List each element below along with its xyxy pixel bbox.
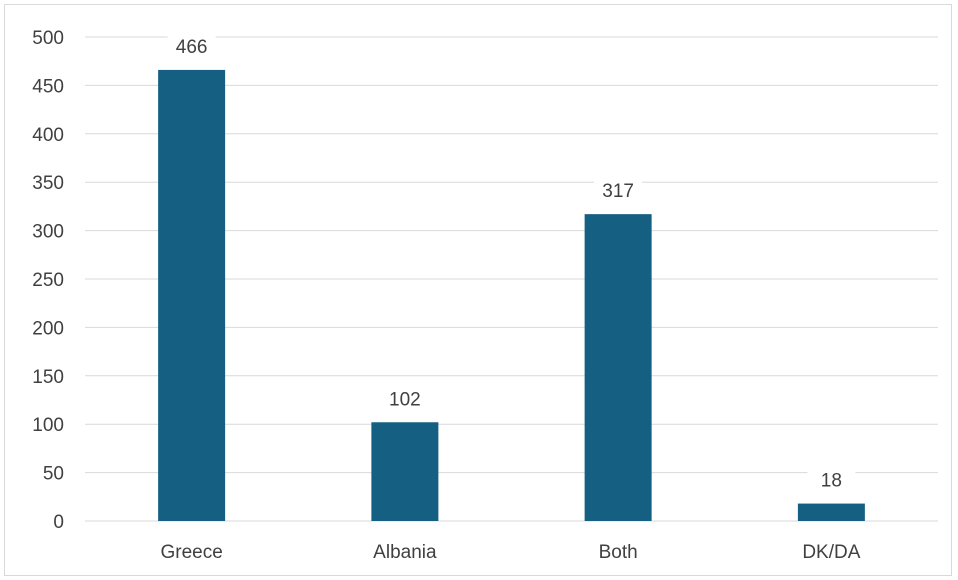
y-tick-label-100: 100 <box>32 415 64 436</box>
y-tick-label-400: 400 <box>32 125 64 146</box>
bar-both <box>584 214 652 522</box>
y-tick-label-150: 150 <box>32 367 64 388</box>
x-tick-label-both: Both <box>599 542 638 563</box>
x-tick-label-dk-da: DK/DA <box>802 542 860 563</box>
data-label-background <box>167 34 216 59</box>
data-label-background <box>380 387 429 412</box>
x-tick-label-albania: Albania <box>373 542 437 563</box>
data-label-both: 317 <box>602 181 634 202</box>
data-label-albania: 102 <box>389 389 421 410</box>
data-label-background <box>807 468 856 493</box>
x-tick-label-greece: Greece <box>160 542 222 563</box>
data-label-dk-da: 18 <box>821 471 842 492</box>
data-labels: 466 102 317 18 <box>167 34 856 493</box>
y-tick-label-200: 200 <box>32 318 64 339</box>
bars <box>158 69 865 522</box>
bar-greece <box>158 69 226 522</box>
y-tick-label-500: 500 <box>32 28 64 49</box>
data-label-greece: 466 <box>176 37 208 58</box>
gridlines <box>85 36 938 522</box>
bar-albania <box>371 422 439 521</box>
y-tick-label-0: 0 <box>53 512 64 533</box>
y-tick-label-300: 300 <box>32 222 64 243</box>
y-axis-tick-labels: 0 50 100 150 200 250 300 350 400 450 500 <box>32 28 64 533</box>
data-label-background <box>594 179 643 204</box>
y-tick-label-350: 350 <box>32 173 64 194</box>
y-tick-label-450: 450 <box>32 76 64 97</box>
bar-dk-da <box>797 503 865 521</box>
y-tick-label-250: 250 <box>32 270 64 291</box>
y-tick-label-50: 50 <box>43 464 64 485</box>
x-axis-tick-labels: Greece Albania Both DK/DA <box>160 542 860 563</box>
